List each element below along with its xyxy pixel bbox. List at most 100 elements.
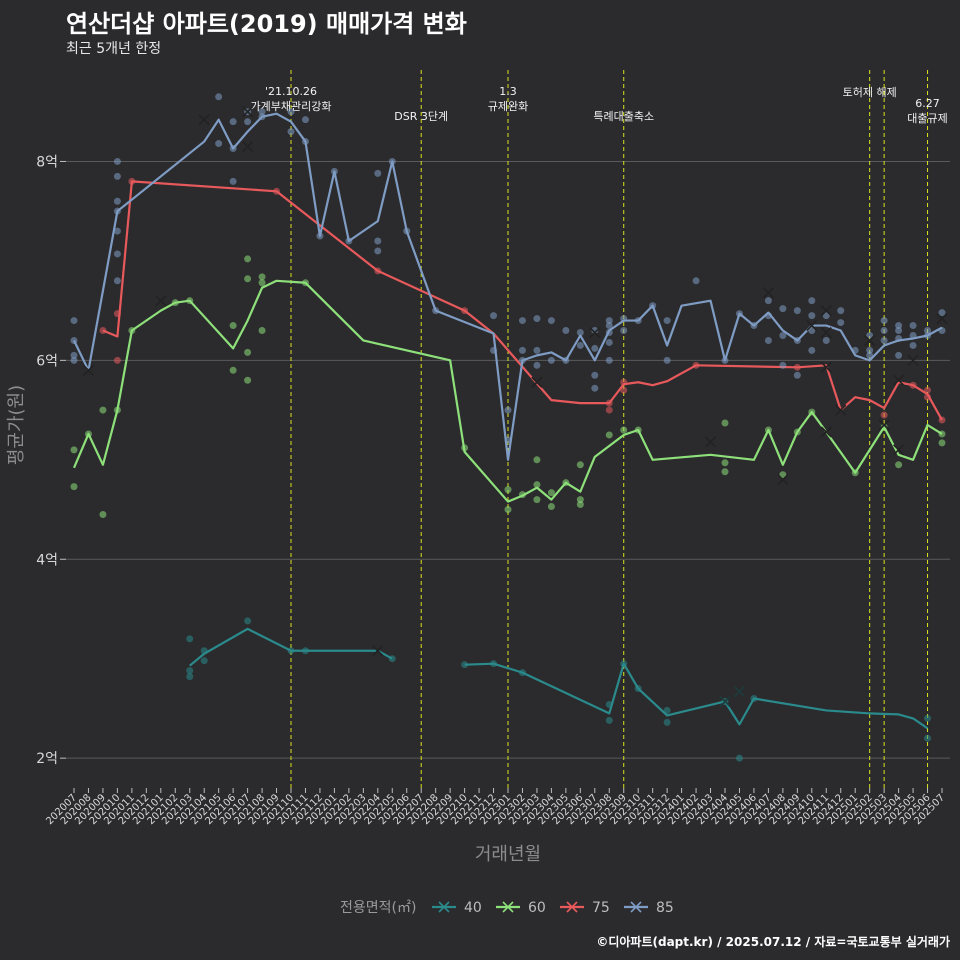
data-point xyxy=(924,327,932,335)
data-point xyxy=(620,327,628,335)
data-point xyxy=(880,327,888,335)
data-point xyxy=(244,275,252,283)
data-point xyxy=(764,336,772,344)
cancel-mark xyxy=(806,319,818,332)
cancel-mark xyxy=(704,436,717,448)
data-point xyxy=(258,273,266,281)
data-point xyxy=(837,319,845,327)
cancel-mark xyxy=(893,374,905,386)
cancel-mark xyxy=(589,326,601,339)
data-point xyxy=(533,315,541,323)
data-point xyxy=(721,459,729,467)
data-point xyxy=(895,351,903,359)
data-point xyxy=(547,489,555,497)
data-point xyxy=(793,371,801,379)
data-point xyxy=(576,341,584,349)
cancel-mark xyxy=(820,326,832,339)
data-point xyxy=(200,657,208,665)
legend-label: 40 xyxy=(464,900,482,916)
data-point xyxy=(504,406,512,414)
data-point xyxy=(605,317,613,325)
data-point xyxy=(938,309,946,317)
policy-annotation-label: 가계부채관리강화 xyxy=(251,100,332,113)
legend-label: 85 xyxy=(656,900,674,916)
cancel-mark xyxy=(372,645,384,657)
data-point xyxy=(99,406,107,414)
data-point xyxy=(533,346,541,354)
series-40 xyxy=(186,617,932,762)
legend-label: 60 xyxy=(528,900,546,916)
source-caption: ©디아파트(dapt.kr) / 2025.07.12 / 자료=국토교통부 실… xyxy=(596,935,950,949)
data-point xyxy=(605,406,613,414)
legend: 전용면적(㎡) 40 60 75 85 xyxy=(340,900,674,916)
data-point xyxy=(244,348,252,356)
data-point xyxy=(229,118,237,126)
cancel-mark xyxy=(820,305,832,317)
data-point xyxy=(837,307,845,315)
data-point xyxy=(822,336,830,344)
data-point xyxy=(518,346,526,354)
cancel-mark xyxy=(242,140,254,153)
data-point xyxy=(533,496,541,504)
data-point xyxy=(113,227,121,235)
data-point xyxy=(663,706,671,714)
y-tick-label: 4억 xyxy=(36,552,58,568)
data-point xyxy=(591,384,599,392)
data-point xyxy=(504,506,512,514)
cancel-mark xyxy=(198,114,210,126)
data-point xyxy=(880,317,888,325)
cancel-mark xyxy=(820,361,832,373)
data-point xyxy=(924,714,932,722)
data-point xyxy=(605,322,613,330)
data-point xyxy=(692,277,700,285)
cancel-mark xyxy=(835,404,847,416)
data-point xyxy=(576,461,584,469)
series-75 xyxy=(99,177,946,424)
chart-subtitle: 최근 5개년 한정 xyxy=(66,41,162,57)
data-point xyxy=(779,361,787,369)
cancel-mark xyxy=(820,426,832,438)
data-point xyxy=(576,496,584,504)
data-point xyxy=(113,250,121,258)
series-line xyxy=(102,180,943,421)
data-point xyxy=(605,338,613,346)
data-point xyxy=(70,483,78,491)
data-point xyxy=(924,734,932,742)
data-point xyxy=(547,503,555,511)
data-point xyxy=(562,327,570,335)
data-point xyxy=(895,322,903,330)
data-point xyxy=(663,356,671,364)
series-85 xyxy=(70,93,948,657)
data-point xyxy=(186,673,194,681)
data-point xyxy=(721,468,729,476)
data-point xyxy=(490,312,498,320)
data-point xyxy=(374,247,382,255)
data-point xyxy=(533,481,541,489)
data-point xyxy=(793,307,801,315)
series-line xyxy=(72,279,943,503)
data-point xyxy=(258,108,266,116)
data-point xyxy=(663,317,671,325)
cancel-mark xyxy=(762,287,774,299)
cancel-mark xyxy=(531,376,543,388)
data-point xyxy=(113,157,121,165)
data-point xyxy=(258,327,266,335)
data-point xyxy=(215,93,223,101)
cancel-mark xyxy=(936,313,948,325)
y-tick-label: 2억 xyxy=(36,751,58,767)
series-60 xyxy=(70,255,946,519)
y-axis-title: 평균가(원) xyxy=(6,385,27,465)
data-point xyxy=(547,317,555,325)
y-tick-label: 6억 xyxy=(36,353,58,369)
policy-annotation-label: 대출규제 xyxy=(907,112,947,125)
data-point xyxy=(504,486,512,494)
data-point xyxy=(287,108,295,116)
cancel-mark xyxy=(878,419,890,431)
legend-swatch-mark xyxy=(630,901,642,913)
data-point xyxy=(605,356,613,364)
data-point xyxy=(215,140,223,148)
data-point xyxy=(605,431,613,439)
data-point xyxy=(895,461,903,469)
data-point xyxy=(735,754,743,762)
policy-annotation-label: '21.10.26 xyxy=(265,85,317,98)
